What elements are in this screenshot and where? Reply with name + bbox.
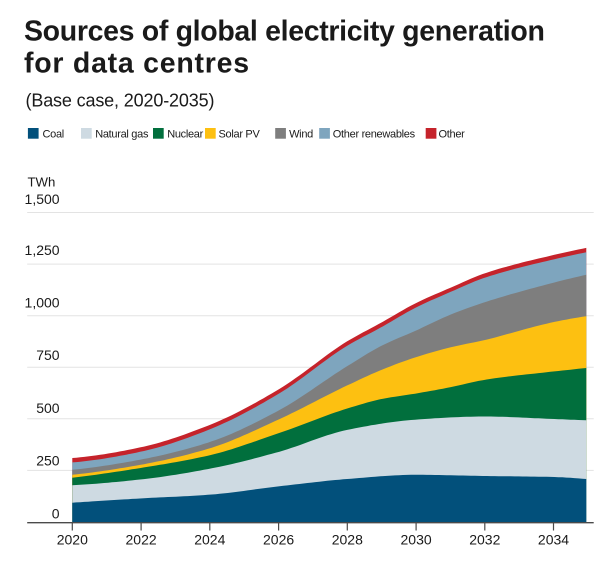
svg-text:for data centres: for data centres	[24, 48, 250, 80]
svg-text:Natural gas: Natural gas	[95, 129, 149, 141]
svg-text:(Base case, 2020-2035): (Base case, 2020-2035)	[26, 91, 215, 111]
svg-text:1,000: 1,000	[25, 295, 60, 311]
svg-text:2026: 2026	[263, 532, 294, 548]
svg-text:Solar PV: Solar PV	[219, 129, 261, 141]
svg-text:500: 500	[36, 400, 60, 416]
svg-text:Other: Other	[439, 129, 466, 141]
svg-text:2028: 2028	[332, 532, 363, 548]
svg-text:0: 0	[52, 506, 60, 522]
svg-text:Wind: Wind	[289, 129, 313, 141]
svg-text:2024: 2024	[194, 532, 225, 548]
svg-text:2032: 2032	[469, 532, 500, 548]
svg-text:Nuclear: Nuclear	[167, 129, 203, 141]
svg-text:250: 250	[36, 452, 60, 468]
svg-text:1,250: 1,250	[25, 242, 60, 258]
svg-text:2022: 2022	[126, 532, 157, 548]
svg-text:1,500: 1,500	[25, 191, 60, 207]
svg-text:Other renewables: Other renewables	[333, 129, 416, 141]
svg-text:2030: 2030	[401, 532, 432, 548]
svg-text:TWh: TWh	[28, 174, 56, 189]
svg-text:750: 750	[36, 347, 60, 363]
svg-text:2034: 2034	[538, 532, 569, 548]
svg-text:Sources of global electricity: Sources of global electricity generation	[24, 15, 545, 47]
svg-text:2020: 2020	[57, 532, 88, 548]
svg-text:Coal: Coal	[43, 129, 64, 141]
